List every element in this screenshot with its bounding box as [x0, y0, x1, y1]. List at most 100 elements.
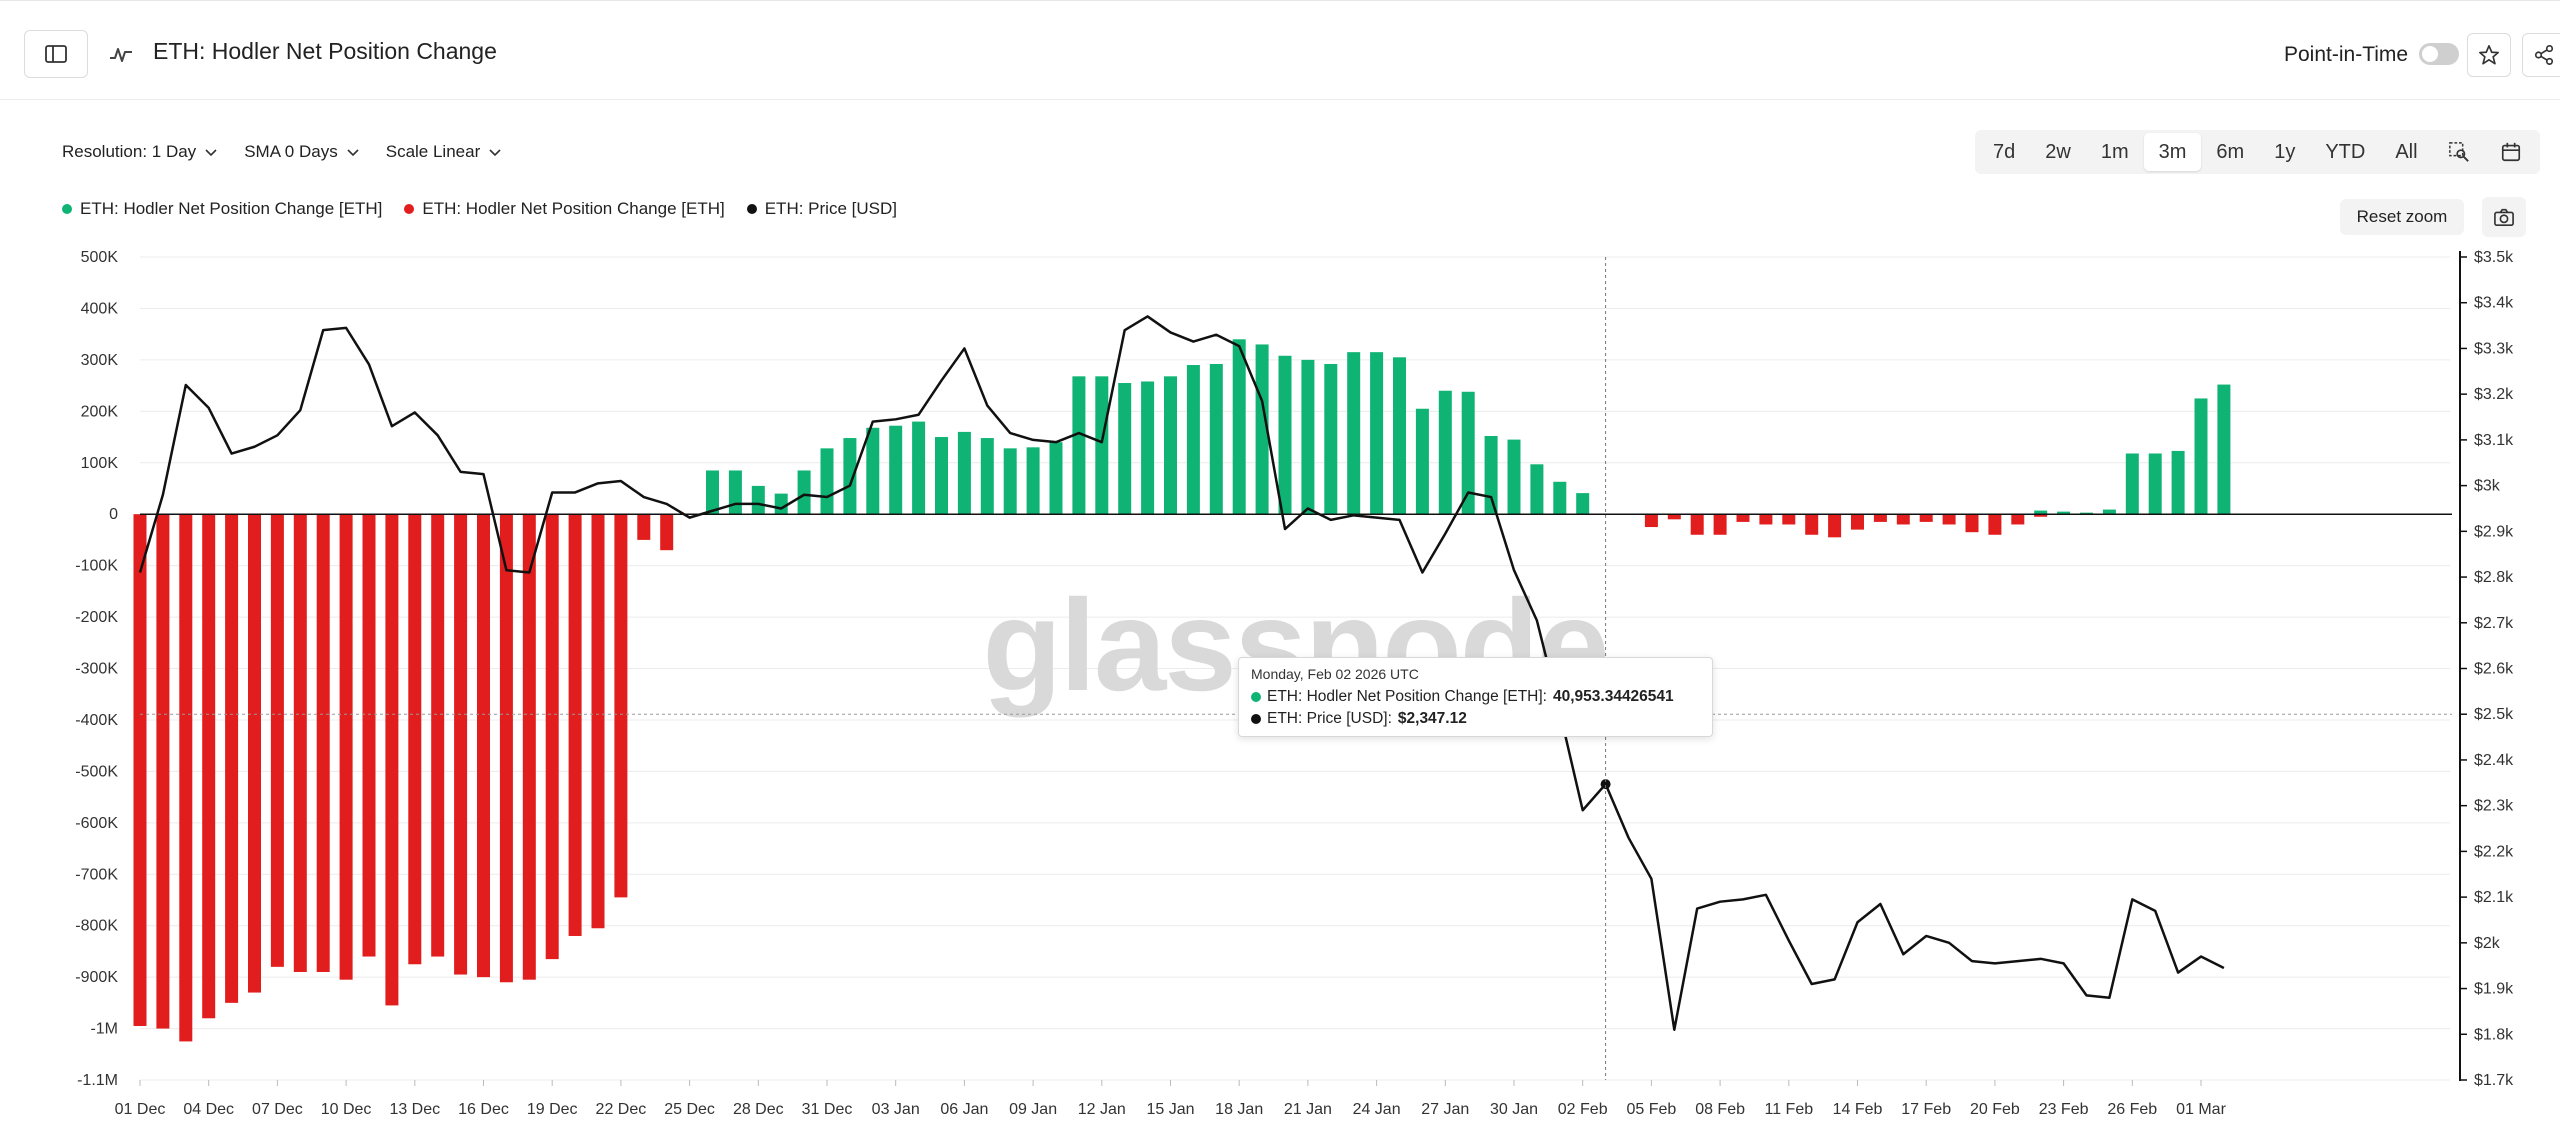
tooltip-dot-black — [1251, 714, 1261, 724]
bar-positive — [1095, 376, 1109, 515]
camera-icon — [2494, 208, 2514, 226]
bar-positive — [2057, 511, 2071, 515]
calendar-icon — [2501, 142, 2520, 162]
resolution-label: Resolution: 1 Day — [62, 142, 197, 161]
bar-positive — [728, 470, 742, 515]
x-tick-label: 13 Dec — [389, 1101, 440, 1118]
bar-negative — [1965, 514, 1979, 533]
x-tick-label: 20 Feb — [1970, 1101, 2020, 1118]
y-right-tick-label: $2.1k — [2474, 889, 2514, 906]
bar-positive — [820, 448, 834, 515]
crosshair — [140, 257, 2452, 1080]
bar-negative — [1828, 514, 1842, 538]
x-tick-label: 19 Dec — [527, 1101, 578, 1118]
y-left-tick-label: 400K — [81, 300, 119, 317]
range-button-1y[interactable]: 1y — [2274, 140, 2296, 163]
legend-item-price[interactable]: ETH: Price [USD] — [746, 199, 897, 219]
range-button-all[interactable]: All — [2395, 140, 2418, 163]
bar-positive — [1026, 447, 1040, 515]
range-button-1m[interactable]: 1m — [2100, 140, 2129, 163]
bar-positive — [1072, 376, 1086, 515]
bar-positive — [1186, 365, 1200, 515]
bar-positive — [1461, 391, 1475, 515]
point-in-time-label: Point-in-Time — [2284, 43, 2409, 66]
bar-negative — [1873, 514, 1887, 522]
y-right-tick-label: $2.3k — [2474, 798, 2514, 815]
resolution-dropdown[interactable]: Resolution: 1 Day — [62, 142, 218, 162]
bar-positive — [889, 425, 903, 515]
y-right-tick-label: $1.8k — [2474, 1026, 2514, 1043]
y-right-tick-label: $2.8k — [2474, 569, 2514, 586]
x-tick-label: 26 Feb — [2107, 1101, 2157, 1118]
range-button-7d[interactable]: 7d — [1993, 140, 2016, 163]
y-left-tick-label: -1M — [90, 1021, 118, 1038]
scale-dropdown[interactable]: Scale Linear — [386, 142, 503, 162]
price-line-group — [138, 315, 2225, 1031]
screenshot-button[interactable] — [2482, 197, 2526, 237]
calendar-button[interactable] — [2485, 133, 2537, 171]
chart-tooltip: Monday, Feb 02 2026 UTC ETH: Hodler Net … — [1238, 657, 1713, 737]
bar-negative — [477, 514, 490, 978]
bar-negative — [1782, 514, 1796, 525]
bar-negative — [133, 514, 147, 1026]
metric-line-icon — [110, 48, 132, 62]
range-button-ytd[interactable]: YTD — [2325, 140, 2366, 163]
bar-negative — [179, 514, 193, 1042]
chevron-down-icon — [347, 149, 359, 157]
legend-label: ETH: Hodler Net Position Change [ETH] — [422, 199, 725, 218]
sidebar-toggle-button[interactable] — [24, 30, 88, 78]
chevron-down-icon — [489, 149, 501, 157]
bar-negative — [293, 514, 307, 972]
bar-positive — [797, 470, 811, 515]
chart-legend: ETH: Hodler Net Position Change [ETH] ET… — [62, 199, 897, 219]
y-right-tick-label: $2.9k — [2474, 523, 2514, 540]
y-right-tick-label: $3.4k — [2474, 295, 2514, 312]
bar-negative — [362, 514, 376, 957]
bar-negative — [339, 514, 353, 980]
point-in-time-toggle[interactable] — [2419, 43, 2459, 65]
x-tick-label: 14 Feb — [1833, 1101, 1883, 1118]
bar-negative — [637, 514, 651, 540]
bar-positive — [1141, 381, 1155, 515]
y-right-tick-label: $2.2k — [2474, 843, 2514, 860]
bar-positive — [751, 485, 765, 515]
range-button-3m[interactable]: 3m — [2143, 133, 2202, 171]
bar-positive — [1484, 436, 1498, 515]
bar-positive — [2194, 398, 2208, 515]
bar-positive — [2171, 450, 2185, 515]
share-button[interactable] — [2522, 33, 2560, 77]
bar-positive — [1438, 390, 1452, 515]
legend-item-positive[interactable]: ETH: Hodler Net Position Change [ETH] — [62, 199, 382, 219]
zoom-select-button[interactable] — [2433, 133, 2485, 171]
scale-label: Scale Linear — [385, 142, 481, 161]
legend-dot-black — [746, 204, 757, 214]
range-button-6m[interactable]: 6m — [2216, 140, 2245, 163]
x-tick-label: 24 Jan — [1353, 1101, 1401, 1118]
y-right-tick-label: $2.4k — [2474, 752, 2514, 769]
range-button-2w[interactable]: 2w — [2045, 140, 2071, 163]
bar-negative — [1919, 514, 1933, 522]
x-tick-label: 23 Feb — [2039, 1101, 2089, 1118]
reset-zoom-button[interactable]: Reset zoom — [2340, 199, 2464, 235]
y-right-tick-label: $1.7k — [2474, 1072, 2514, 1089]
bar-positive — [1278, 355, 1292, 515]
tooltip-series2-value: $2,347.12 — [1397, 710, 1467, 727]
sma-dropdown[interactable]: SMA 0 Days — [244, 142, 360, 162]
legend-item-negative[interactable]: ETH: Hodler Net Position Change [ETH] — [404, 199, 725, 219]
bar-negative — [225, 514, 239, 1003]
x-tick-label: 28 Dec — [733, 1101, 784, 1118]
tooltip-series1-label: ETH: Hodler Net Position Change [ETH]: — [1267, 688, 1547, 705]
bar-negative — [522, 514, 536, 980]
y-right-tick-label: $3.1k — [2474, 432, 2514, 449]
selected-point-marker — [1600, 779, 1611, 790]
sma-label: SMA 0 Days — [244, 142, 338, 161]
y-left-tick-label: -500K — [75, 763, 118, 780]
y-left-tick-label: -1.1M — [77, 1072, 118, 1089]
x-tick-label: 10 Dec — [321, 1101, 372, 1118]
bar-negative — [156, 514, 170, 1029]
zoom-select-icon — [2448, 142, 2469, 162]
bar-positive — [1347, 352, 1361, 515]
bar-positive — [1209, 363, 1223, 515]
favorite-button[interactable] — [2467, 33, 2511, 77]
